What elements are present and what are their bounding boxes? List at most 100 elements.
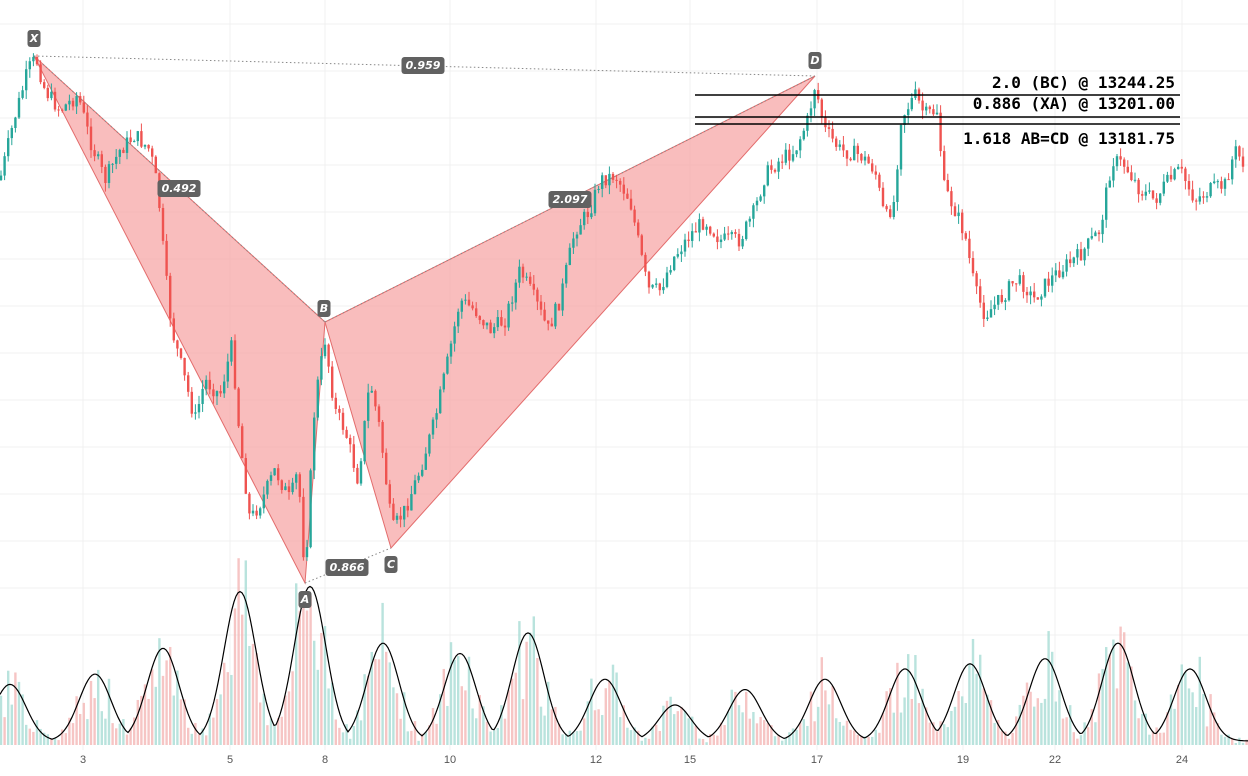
volume-bar	[1141, 713, 1144, 745]
volume-bar	[341, 732, 345, 745]
candle-body	[93, 150, 96, 157]
candle-body	[75, 96, 78, 107]
candle-body	[331, 366, 334, 398]
volume-bar	[896, 662, 899, 745]
candle-body	[1051, 275, 1054, 286]
volume-bar	[305, 610, 309, 745]
candle-body	[17, 97, 21, 118]
volume-bar	[403, 692, 406, 745]
candle-body	[1195, 200, 1198, 202]
volume-bar	[1022, 695, 1025, 745]
volume-bar	[169, 646, 172, 745]
volume-bar	[1065, 717, 1068, 745]
candle-body	[629, 198, 633, 210]
volume-bar	[514, 672, 517, 745]
volume-bar	[1148, 734, 1151, 745]
volume-bar	[799, 722, 802, 745]
candle-body	[493, 327, 496, 334]
volume-bar	[871, 736, 874, 745]
candle-body	[14, 117, 17, 129]
candle-body	[881, 187, 885, 207]
point-x-label-text: X	[29, 32, 39, 45]
volume-bar	[583, 718, 586, 745]
candle-body	[619, 180, 622, 185]
volume-bar	[593, 710, 597, 745]
volume-bar	[1076, 738, 1079, 745]
candle-body	[478, 316, 481, 321]
candle-body	[107, 164, 111, 183]
candle-body	[1241, 156, 1245, 167]
volume-bar	[705, 742, 708, 745]
volume-bar	[17, 681, 21, 745]
volume-bar	[370, 651, 373, 745]
volume-bar	[637, 730, 640, 745]
volume-bar	[1123, 632, 1126, 745]
candle-body	[1126, 166, 1129, 173]
candle-body	[579, 225, 582, 235]
volume-bar	[971, 638, 975, 745]
candle-body	[194, 412, 197, 414]
candle-body	[691, 231, 694, 241]
candle-body	[1040, 296, 1043, 300]
pattern-labels: X A B C D 0.959 0.492 0.866 2.097	[27, 30, 822, 608]
candle-body	[100, 154, 103, 167]
candle-body	[928, 106, 931, 110]
volume-bar	[111, 723, 114, 745]
volume-bar	[687, 718, 690, 745]
volume-bar	[493, 730, 496, 745]
volume-bar	[691, 716, 694, 745]
candle-body	[115, 156, 118, 164]
volume-bar	[1097, 673, 1101, 745]
volume-bar	[352, 725, 355, 745]
ac-ratio-line	[304, 547, 392, 584]
volume-bar	[716, 735, 719, 745]
volume-bar	[485, 721, 489, 745]
volume-bar	[367, 675, 370, 745]
candle-body	[892, 202, 895, 217]
candle-body	[777, 161, 780, 172]
candle-body	[356, 467, 359, 484]
volume-bar	[1090, 709, 1093, 745]
volume-bar	[125, 734, 129, 745]
candle-body	[482, 320, 485, 326]
volume-bar	[1234, 743, 1237, 745]
candle-body	[118, 149, 121, 157]
candle-body	[709, 226, 712, 234]
candle-body	[633, 209, 636, 223]
candle-body	[500, 317, 503, 326]
candle-body	[964, 233, 967, 239]
volume-bar	[93, 698, 96, 745]
candle-body	[1108, 180, 1111, 188]
volume-bar	[298, 610, 301, 745]
volume-bar	[953, 706, 957, 745]
candle-body	[97, 154, 100, 157]
volume-bar	[604, 688, 607, 745]
candle-body	[399, 515, 402, 520]
volume-bar	[187, 727, 190, 745]
volume-bar	[327, 688, 330, 745]
volume-bar	[453, 659, 456, 745]
volume-bar	[557, 723, 561, 745]
candle-body	[622, 184, 625, 194]
candle-body	[320, 356, 323, 380]
candle-body	[572, 238, 575, 248]
volume-bar	[388, 662, 391, 745]
candle-body	[176, 340, 179, 349]
volume-bar	[680, 706, 683, 745]
candle-body	[673, 256, 676, 271]
volume-bar	[28, 728, 31, 745]
candle-body	[683, 239, 687, 252]
candle-body	[460, 300, 463, 312]
candle-body	[241, 426, 244, 459]
candle-body	[521, 266, 525, 278]
candle-body	[953, 206, 957, 217]
volume-bar	[676, 711, 679, 745]
ratio-x-d-label-text: 0.959	[406, 59, 441, 72]
candle-body	[1076, 249, 1079, 258]
candle-body	[1115, 156, 1119, 167]
candle-body	[439, 389, 442, 414]
volume-bar	[309, 595, 312, 745]
volume-bar	[982, 688, 985, 745]
volume-bar	[205, 735, 208, 745]
